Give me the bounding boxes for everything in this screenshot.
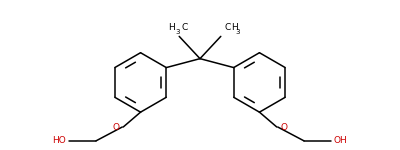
Text: C: C	[182, 23, 188, 32]
Text: OH: OH	[334, 136, 348, 145]
Text: C: C	[225, 23, 231, 32]
Text: O: O	[112, 123, 119, 132]
Text: H: H	[231, 23, 238, 32]
Text: HO: HO	[52, 136, 66, 145]
Text: H: H	[168, 23, 175, 32]
Text: 3: 3	[176, 29, 180, 35]
Text: O: O	[281, 123, 288, 132]
Text: 3: 3	[236, 29, 240, 35]
